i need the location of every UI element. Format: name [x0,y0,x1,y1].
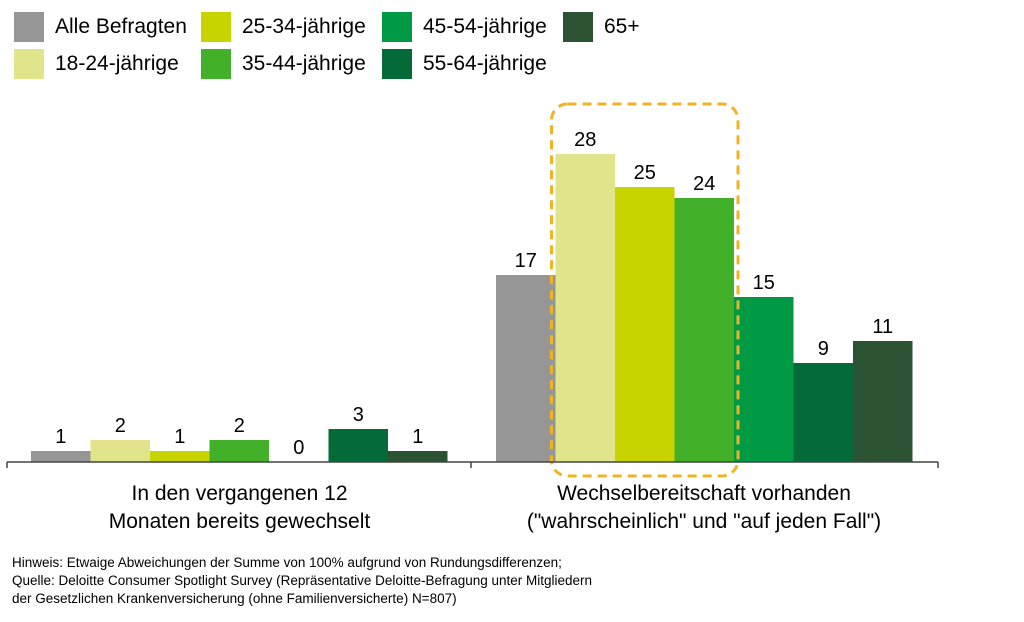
category-label-1-line-1: ("wahrscheinlich" und "auf jeden Fall") [527,510,881,533]
legend-item-65-plus: 65+ [563,12,640,42]
legend-swatch [563,12,593,42]
bar-alle-befragten-1 [496,275,556,462]
bar-65-0 [388,451,448,462]
data-label-35-44-j-hrige-0: 2 [234,415,245,437]
data-label-alle-befragten-0: 1 [55,426,66,448]
footnote-quelle-continued: der Gesetzlichen Krankenversicherung (oh… [12,591,457,606]
bar-25-34-j-hrige-0 [150,451,210,462]
data-label-18-24-j-hrige-0: 2 [115,415,126,437]
footnote-quelle: Quelle: Deloitte Consumer Spotlight Surv… [12,573,593,588]
data-label-25-34-j-hrige-1: 25 [634,162,656,184]
data-label-65-1: 11 [872,316,893,338]
bar-65-1 [853,341,913,462]
legend-label: 18-24-jährige [55,52,179,75]
legend-label: 65+ [604,15,640,38]
bar-55-64-j-hrige-1 [793,363,853,462]
bar-45-54-j-hrige-1 [734,297,794,462]
bar-35-44-j-hrige-0 [209,440,269,462]
data-label-25-34-j-hrige-0: 1 [174,426,185,448]
data-label-55-64-j-hrige-1: 9 [818,338,829,360]
legend-swatch [14,12,44,42]
legend-swatch [382,49,412,79]
bar-18-24-j-hrige-1 [555,154,615,462]
data-label-18-24-j-hrige-1: 28 [574,129,596,151]
bar-18-24-j-hrige-0 [90,440,150,462]
legend-swatch [201,49,231,79]
bar-25-34-j-hrige-1 [615,187,675,462]
data-label-45-54-j-hrige-0: 0 [293,437,304,459]
data-label-55-64-j-hrige-0: 3 [353,404,364,426]
legend-item-18-24: 18-24-jährige [14,49,179,79]
legend-item-45-54: 45-54-jährige [382,12,547,42]
legend-label: Alle Befragten [55,15,187,38]
legend-item-alle-befragten: Alle Befragten [14,12,187,42]
highlight-box [550,102,740,478]
legend-label: 35-44-jährige [242,52,366,75]
category-label-0-line-1: Monaten bereits gewechselt [109,510,371,533]
legend-label: 25-34-jährige [242,15,366,38]
bar-alle-befragten-0 [31,451,91,462]
category-label-1-line-0: Wechselbereitschaft vorhanden [557,482,851,505]
data-label-45-54-j-hrige-1: 15 [753,272,775,294]
footnote-hinweis: Hinweis: Etwaige Abweichungen der Summe … [12,555,562,570]
bar-55-64-j-hrige-0 [328,429,388,462]
legend-item-25-34: 25-34-jährige [201,12,366,42]
data-label-65-0: 1 [412,426,423,448]
legend-item-55-64: 55-64-jährige [382,49,547,79]
category-label-0-line-0: In den vergangenen 12 [131,482,347,505]
legend-swatch [382,12,412,42]
data-label-alle-befragten-1: 17 [515,250,537,272]
legend-swatch [201,12,231,42]
legend-item-35-44: 35-44-jährige [201,49,366,79]
bar-35-44-j-hrige-1 [674,198,734,462]
legend-swatch [14,49,44,79]
data-label-35-44-j-hrige-1: 24 [693,173,715,195]
legend-label: 55-64-jährige [423,52,547,75]
legend-label: 45-54-jährige [423,15,547,38]
